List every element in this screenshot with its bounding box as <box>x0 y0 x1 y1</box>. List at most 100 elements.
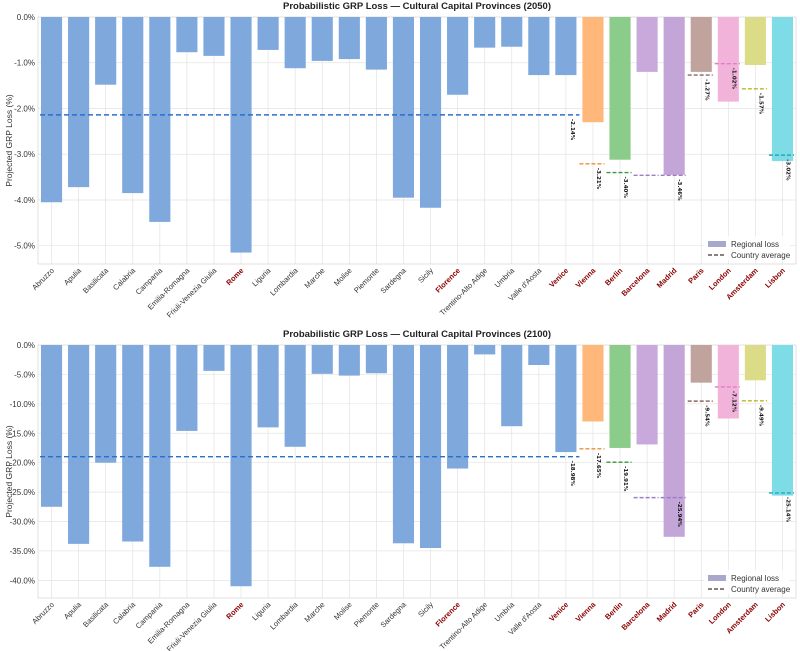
y-tick-label: -10.0% <box>10 400 35 409</box>
y-tick-label: -15.0% <box>10 429 35 438</box>
bar-trentino-alto-adige <box>474 17 496 48</box>
x-tick-label: Vienna <box>574 599 598 623</box>
x-tick-label: Paris <box>686 266 705 285</box>
y-axis-label: Projected GRP Loss (%) <box>4 94 14 187</box>
bar-vienna <box>582 345 604 422</box>
x-tick-label: Liguria <box>250 599 273 622</box>
x-tick-label: Lombardia <box>268 599 300 631</box>
legend-box <box>704 236 790 260</box>
y-tick-label: -20.0% <box>10 459 35 468</box>
x-tick-label: Barcelona <box>620 265 653 298</box>
bar-sicily <box>419 345 442 548</box>
bar-sicily <box>419 17 442 208</box>
bar-rome <box>230 17 252 253</box>
x-tick-label: Apulia <box>62 599 84 621</box>
bar-berlin <box>609 17 631 160</box>
bar-lisbon <box>771 17 794 162</box>
bar-apulia <box>68 345 90 544</box>
legend-box <box>704 570 790 594</box>
x-tick-label: Abruzzo <box>30 600 56 626</box>
y-axis-label: Projected GRP Loss (%) <box>4 425 14 518</box>
bar-barcelona <box>636 17 658 72</box>
x-tick-label: Sardegna <box>379 265 409 295</box>
italy-average-label: -18.98% <box>569 461 575 487</box>
x-tick-label: Sardegna <box>379 599 409 629</box>
bar-umbria <box>501 17 523 47</box>
bar-marche <box>311 345 333 374</box>
x-tick-label: London <box>707 266 733 292</box>
x-tick-label: Venice <box>547 600 570 623</box>
y-tick-label: 0.0% <box>17 341 35 350</box>
country-average-label: -1.57% <box>757 93 763 115</box>
bar-lisbon <box>771 345 794 496</box>
bar-amsterdam <box>744 17 766 66</box>
x-tick-label: Calabria <box>111 599 138 626</box>
x-tick-label: Sicily <box>416 600 435 619</box>
country-average-label: -3.40% <box>622 177 628 199</box>
bar-london <box>717 17 739 102</box>
x-tick-label: Friuli-Venezia Giulia <box>165 265 219 319</box>
y-tick-label: -5.0% <box>14 370 35 379</box>
x-tick-label: Umbria <box>493 265 517 289</box>
bar-amsterdam <box>744 345 766 381</box>
bar-valle-d-aosta <box>528 345 550 366</box>
chart-title: Probabilistic GRP Loss — Cultural Capita… <box>283 1 551 12</box>
bar-calabria <box>122 345 144 542</box>
x-tick-label: Piemonte <box>352 600 381 629</box>
bar-trentino-alto-adige <box>474 345 496 355</box>
x-tick-label: Trentino-Alto Adige <box>438 600 489 651</box>
x-tick-label: Berlin <box>603 266 625 288</box>
x-tick-label: Liguria <box>250 265 273 288</box>
legend-label-line: Country average <box>731 251 791 260</box>
x-tick-label: Rome <box>224 266 245 287</box>
bar-liguria <box>257 345 279 428</box>
chart-panel-1: 0.0% -1.0% -2.0% -3.0% -4.0% -5.0% -2.14% -3.21… <box>4 1 797 320</box>
bar-molise <box>338 345 360 376</box>
bar-florence <box>447 17 469 95</box>
bar-calabria <box>122 17 144 194</box>
x-tick-label: Berlin <box>603 600 625 622</box>
country-average-label: -3.46% <box>676 179 682 201</box>
y-tick-label: -35.0% <box>10 547 35 556</box>
bar-lombardia <box>284 17 306 69</box>
bar-piemonte <box>365 17 387 70</box>
bar-campania <box>149 17 171 222</box>
legend-label-bar: Regional loss <box>731 240 779 249</box>
bar-valle-d-aosta <box>528 17 550 76</box>
x-tick-label: Lisbon <box>763 600 787 624</box>
y-tick-label: -40.0% <box>10 576 35 585</box>
y-tick-label: -4.0% <box>14 196 35 205</box>
bar-marche <box>311 17 333 61</box>
x-tick-label: Paris <box>686 600 705 619</box>
x-tick-label: Molise <box>332 600 354 622</box>
y-tick-label: -25.0% <box>10 488 35 497</box>
country-average-label: -1.27% <box>703 79 709 101</box>
bar-florence <box>447 345 469 469</box>
bar-barcelona <box>636 345 658 445</box>
x-tick-label: Trentino-Alto Adige <box>438 266 489 317</box>
x-tick-label: Molise <box>332 266 354 288</box>
x-tick-label: Madrid <box>655 600 679 624</box>
chart-panel-2: 0.0% -5.0% -10.0% -15.0% -20.0% -25.0% -30.0% -… <box>4 329 797 651</box>
x-tick-label: Lombardia <box>268 265 300 297</box>
bar-abruzzo <box>40 345 63 507</box>
x-tick-label: Apulia <box>62 265 84 287</box>
country-average-label: -7.12% <box>730 391 736 413</box>
bar-london <box>717 345 739 419</box>
italy-average-label: -2.14% <box>569 119 575 141</box>
x-tick-label: Basilicata <box>81 265 111 295</box>
legend-label-line: Country average <box>731 585 791 594</box>
y-tick-label: -3.0% <box>14 150 35 159</box>
bar-paris <box>690 17 712 72</box>
bar-vienna <box>582 17 604 123</box>
country-average-label: -19.91% <box>622 466 628 492</box>
bar-basilicata <box>95 345 117 463</box>
x-tick-label: Vienna <box>574 265 598 289</box>
bar-venice <box>555 345 577 453</box>
bar-madrid <box>663 345 685 537</box>
country-average-label: -17.65% <box>595 453 601 479</box>
bar-friuli-venezia-giulia <box>203 17 225 56</box>
bar-abruzzo <box>40 17 63 203</box>
